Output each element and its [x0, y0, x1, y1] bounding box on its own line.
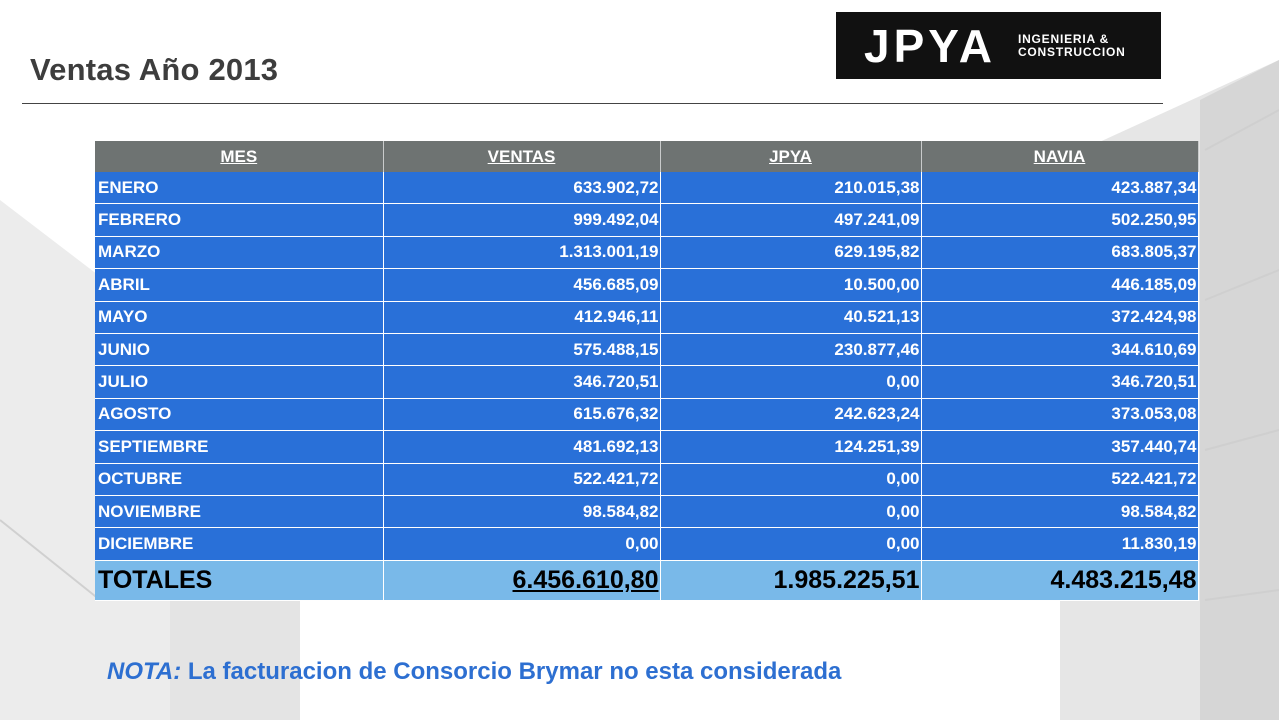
cell-mes: FEBRERO	[95, 203, 384, 237]
cell-navia: 446.185,09	[921, 268, 1199, 302]
cell-mes: OCTUBRE	[95, 463, 384, 496]
cell-jpya: 0,00	[660, 527, 922, 561]
table-row: JULIO 346.720,51 0,00 346.720,51	[95, 365, 1199, 399]
table-row: ENERO 633.902,72 210.015,38 423.887,34	[95, 172, 1199, 205]
cell-mes: JUNIO	[95, 333, 384, 367]
table-row: MAYO 412.946,11 40.521,13 372.424,98	[95, 301, 1199, 334]
footnote-label: NOTA:	[107, 658, 182, 685]
cell-ventas: 999.492,04	[383, 203, 661, 237]
cell-ventas: 575.488,15	[383, 333, 661, 367]
column-header-navia: NAVIA	[921, 141, 1199, 172]
cell-navia: 98.584,82	[921, 495, 1199, 529]
cell-jpya: 210.015,38	[660, 172, 922, 205]
logo-line-2: CONSTRUCCION	[1017, 44, 1126, 59]
cell-ventas: 412.946,11	[383, 301, 661, 334]
cell-ventas: 1.313.001,19	[383, 236, 661, 270]
cell-ventas: 633.902,72	[383, 172, 661, 205]
total-navia: 4.483.215,48	[921, 560, 1199, 601]
cell-navia: 502.250,95	[921, 203, 1199, 237]
table-row: AGOSTO 615.676,32 242.623,24 373.053,08	[95, 398, 1199, 432]
cell-jpya: 242.623,24	[660, 398, 922, 432]
column-header-jpya: JPYA	[660, 141, 922, 172]
cell-jpya: 124.251,39	[660, 430, 922, 464]
cell-navia: 346.720,51	[921, 365, 1199, 399]
column-header-mes: MES	[95, 141, 384, 172]
cell-mes: MARZO	[95, 236, 384, 270]
cell-navia: 423.887,34	[921, 172, 1199, 205]
table-row: NOVIEMBRE 98.584,82 0,00 98.584,82	[95, 495, 1199, 529]
logo-subtitle: INGENIERIA & CONSTRUCCION	[1017, 31, 1126, 59]
column-header-ventas: VENTAS	[383, 141, 661, 172]
footnote-text: La facturacion de Consorcio Brymar no es…	[181, 658, 842, 685]
cell-jpya: 230.877,46	[660, 333, 922, 367]
cell-ventas: 522.421,72	[383, 463, 661, 496]
cell-jpya: 497.241,09	[660, 203, 922, 237]
page-title: Ventas Año 2013	[30, 52, 279, 87]
title-divider	[22, 103, 1163, 104]
cell-ventas: 615.676,32	[383, 398, 661, 432]
cell-ventas: 481.692,13	[383, 430, 661, 464]
total-ventas: 6.456.610,80	[383, 560, 661, 601]
cell-ventas: 456.685,09	[383, 268, 661, 302]
table-row: SEPTIEMBRE 481.692,13 124.251,39 357.440…	[95, 430, 1199, 464]
cell-navia: 372.424,98	[921, 301, 1199, 334]
footnote: NOTA: La facturacion de Consorcio Brymar…	[107, 658, 841, 686]
cell-mes: MAYO	[95, 301, 384, 334]
cell-navia: 357.440,74	[921, 430, 1199, 464]
table-row: OCTUBRE 522.421,72 0,00 522.421,72	[95, 463, 1199, 496]
totals-label: TOTALES	[95, 560, 384, 601]
logo-line-1: INGENIERIA &	[1017, 31, 1110, 46]
table-row: DICIEMBRE 0,00 0,00 11.830,19	[95, 527, 1199, 561]
cell-navia: 344.610,69	[921, 333, 1199, 367]
cell-navia: 373.053,08	[921, 398, 1199, 432]
cell-mes: ENERO	[95, 172, 384, 205]
cell-jpya: 0,00	[660, 365, 922, 399]
cell-navia: 683.805,37	[921, 236, 1199, 270]
cell-jpya: 10.500,00	[660, 268, 922, 302]
cell-mes: ABRIL	[95, 268, 384, 302]
table-row: ABRIL 456.685,09 10.500,00 446.185,09	[95, 268, 1199, 302]
cell-jpya: 40.521,13	[660, 301, 922, 334]
table-row: FEBRERO 999.492,04 497.241,09 502.250,95	[95, 203, 1199, 237]
cell-ventas: 346.720,51	[383, 365, 661, 399]
cell-mes: AGOSTO	[95, 398, 384, 432]
cell-jpya: 629.195,82	[660, 236, 922, 270]
table-header-row: MES VENTAS JPYA NAVIA	[95, 141, 1199, 172]
cell-ventas: 0,00	[383, 527, 661, 561]
logo-mark: JPYA	[864, 19, 996, 72]
cell-jpya: 0,00	[660, 495, 922, 529]
totals-row: TOTALES 6.456.610,80 1.985.225,51 4.483.…	[95, 560, 1199, 601]
sales-table: MES VENTAS JPYA NAVIA ENERO 633.902,72 2…	[95, 141, 1199, 601]
cell-jpya: 0,00	[660, 463, 922, 496]
total-jpya: 1.985.225,51	[660, 560, 922, 601]
cell-mes: SEPTIEMBRE	[95, 430, 384, 464]
cell-ventas: 98.584,82	[383, 495, 661, 529]
table-row: MARZO 1.313.001,19 629.195,82 683.805,37	[95, 236, 1199, 270]
table-row: JUNIO 575.488,15 230.877,46 344.610,69	[95, 333, 1199, 367]
cell-mes: JULIO	[95, 365, 384, 399]
company-logo: JPYA INGENIERIA & CONSTRUCCION	[836, 12, 1161, 79]
cell-navia: 11.830,19	[921, 527, 1199, 561]
cell-mes: NOVIEMBRE	[95, 495, 384, 529]
cell-mes: DICIEMBRE	[95, 527, 384, 561]
cell-navia: 522.421,72	[921, 463, 1199, 496]
